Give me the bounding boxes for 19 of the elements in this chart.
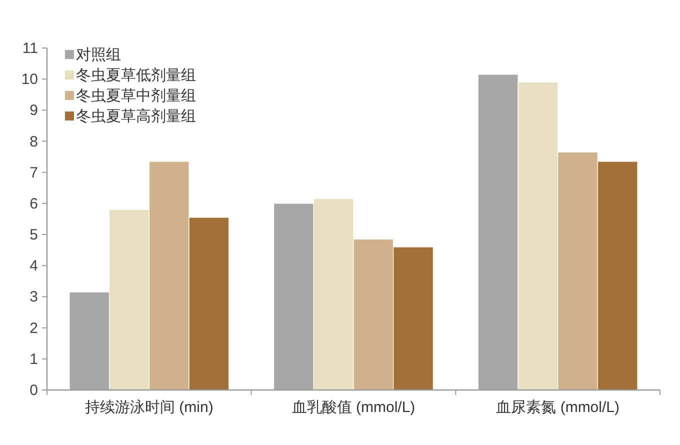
y-tick-label: 5 xyxy=(30,226,38,244)
legend-label: 冬虫夏草中剂量组 xyxy=(76,88,196,104)
x-tick-label: 血尿素氮 (mmol/L) xyxy=(496,399,620,416)
y-tick-label: 3 xyxy=(30,288,38,306)
y-tick-label: 7 xyxy=(30,164,38,182)
legend-label: 对照组 xyxy=(76,46,121,64)
y-tick-label: 4 xyxy=(30,258,38,275)
y-tick-label: 9 xyxy=(30,102,38,120)
y-tick-label: 1 xyxy=(30,350,38,368)
y-tick-label: 2 xyxy=(30,320,38,337)
y-tick-label: 10 xyxy=(21,71,38,88)
x-tick-label: 持续游泳时间 (min) xyxy=(85,399,214,416)
legend-label: 冬虫夏草低剂量组 xyxy=(76,67,196,84)
y-tick-label: 6 xyxy=(30,195,38,212)
y-tick-label: 8 xyxy=(30,133,38,150)
y-tick-label: 0 xyxy=(30,382,38,399)
y-tick-label: 11 xyxy=(22,40,38,57)
legend-label: 冬虫夏草高剂量组 xyxy=(76,108,196,125)
x-tick-label: 血乳酸值 (mmol/L) xyxy=(292,399,416,416)
